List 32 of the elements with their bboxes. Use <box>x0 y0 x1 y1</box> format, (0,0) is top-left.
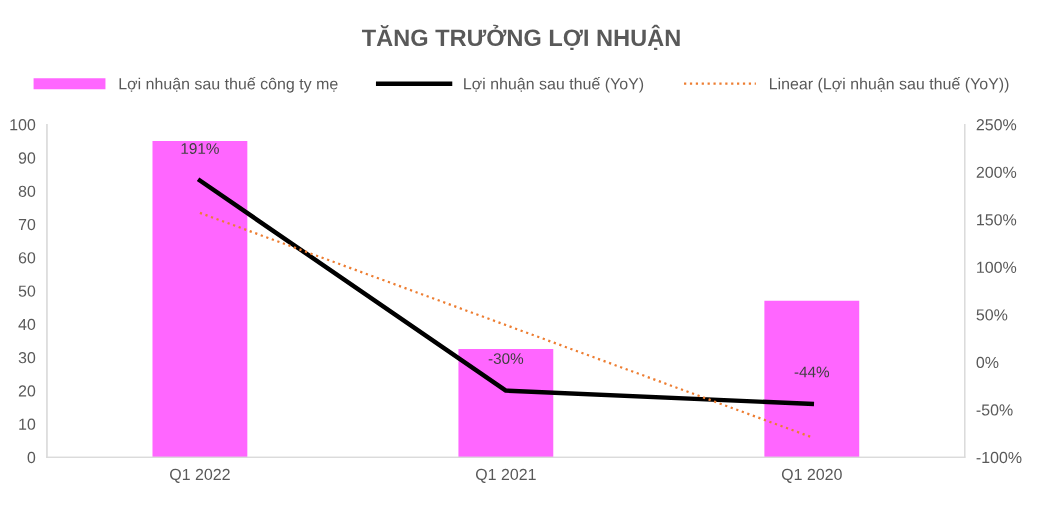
y-tick-label: 70 <box>18 218 36 231</box>
y2-tick-label: 250% <box>976 119 1017 131</box>
y2-tick-label: -100% <box>976 451 1022 464</box>
legend-label: Lợi nhuận sau thuế (YoY) <box>464 77 644 93</box>
y-tick-label: 90 <box>18 152 36 164</box>
y-tick-label: 100 <box>10 119 36 131</box>
y2-tick-label: 0% <box>976 356 999 369</box>
y2-tick-label: 150% <box>977 214 1017 226</box>
y2-tick-label: 200% <box>976 166 1017 178</box>
x-tick-label: Q1 2022 <box>170 468 230 483</box>
data-label: 191% <box>181 143 219 154</box>
y2-tick-label: 100% <box>977 261 1017 274</box>
y-tick-label: 40 <box>18 318 36 331</box>
y-tick-label: 50 <box>18 285 36 297</box>
legend-label: Linear (Lợi nhuận sau thuế (YoY)) <box>769 77 1009 93</box>
y-tick-label: 30 <box>18 352 36 364</box>
y-tick-label: 20 <box>18 385 36 397</box>
y-tick-label: 10 <box>19 418 36 430</box>
y-tick-label: 80 <box>18 185 36 197</box>
bar <box>458 349 554 458</box>
data-label: -44% <box>794 366 830 378</box>
bar <box>152 141 248 458</box>
data-label: -30% <box>488 353 524 365</box>
x-tick-label: Q1 2021 <box>475 468 536 483</box>
legend-label: Lợi nhuận sau thuế công ty mẹ <box>119 77 338 93</box>
y2-tick-label: -50% <box>976 404 1013 416</box>
y-tick-label: 0 <box>27 451 36 464</box>
y-tick-label: 60 <box>18 252 36 264</box>
x-tick-label: Q1 2020 <box>781 468 842 483</box>
chart-title: TĂNG TRƯỞNG LỢI NHUẬN <box>361 24 680 51</box>
bar <box>764 300 860 458</box>
y2-tick-label: 50% <box>976 309 1008 321</box>
